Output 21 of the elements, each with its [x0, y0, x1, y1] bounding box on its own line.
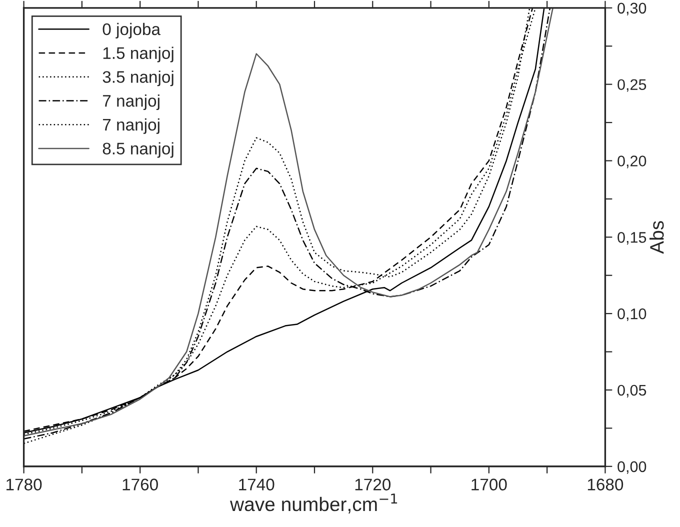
y-tick-label: 0,25: [618, 79, 646, 92]
x-tick-label: 1740: [239, 478, 274, 490]
y-axis-title: Abs: [650, 221, 664, 254]
x-tick-label: 1760: [122, 478, 158, 490]
legend-label: 7 nanjoj: [102, 94, 160, 110]
x-axis-title: wave number,cm$^{−1}$: [230, 494, 398, 514]
y-tick-label: 0,30: [618, 2, 646, 16]
y-tick-label: 0,00: [618, 461, 646, 474]
legend-label: 0 jojoba: [102, 22, 161, 38]
x-tick-label: 1780: [6, 478, 42, 490]
x-tick-label: 1700: [472, 478, 507, 490]
y-tick-label: 0,10: [618, 308, 646, 322]
y-tick-label: 0,05: [618, 384, 646, 398]
y-tick-label: 0,20: [618, 156, 646, 168]
legend-label: 1.5 nanjoj: [103, 46, 174, 62]
legend-label: 8.5 nanjoj: [102, 142, 174, 158]
y-tick-label: 0,15: [618, 232, 646, 245]
x-tick-label: 1720: [355, 478, 391, 490]
x-tick-label: 1680: [588, 478, 624, 490]
legend-label: 3.5 nanjoj: [102, 70, 174, 86]
legend-label: 7 nanjoj: [102, 118, 160, 134]
